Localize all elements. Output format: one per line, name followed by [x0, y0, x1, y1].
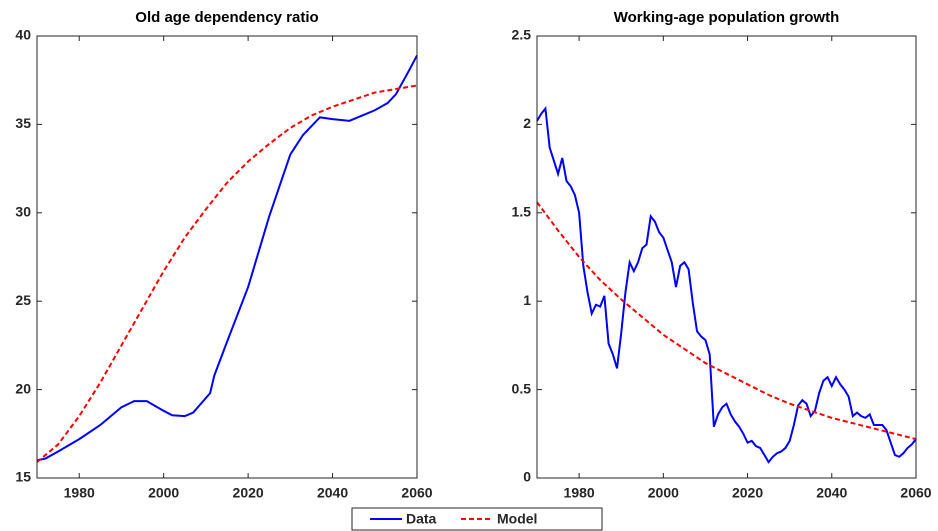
chart-title: Old age dependency ratio: [135, 9, 318, 26]
x-tick-label: 2040: [816, 485, 847, 501]
y-tick-label: 2.5: [512, 27, 532, 43]
x-tick-label: 2060: [401, 485, 432, 501]
y-tick-label: 30: [15, 204, 31, 220]
x-tick-label: 2000: [648, 485, 679, 501]
series-line: [536, 201, 917, 441]
y-tick-label: 0.5: [512, 380, 532, 396]
series-line: [536, 105, 917, 464]
x-tick-label: 2060: [900, 485, 931, 501]
x-tick-label: 1980: [564, 485, 595, 501]
chart-title: Working-age population growth: [614, 9, 840, 26]
x-tick-label: 1980: [64, 485, 95, 501]
legend-label: Model: [497, 511, 537, 527]
y-tick-label: 15: [15, 469, 31, 485]
x-tick-label: 2040: [317, 485, 348, 501]
x-tick-label: 2020: [732, 485, 763, 501]
y-tick-label: 35: [15, 115, 31, 131]
series-line: [36, 84, 418, 463]
y-tick-label: 25: [15, 292, 31, 308]
legend-label: Data: [406, 511, 437, 527]
x-tick-label: 2020: [233, 485, 264, 501]
x-tick-label: 2000: [148, 485, 179, 501]
series-line: [36, 54, 418, 462]
y-tick-label: 2: [523, 115, 531, 131]
y-tick-label: 20: [15, 380, 31, 396]
axes-box: [536, 35, 917, 479]
axes-box: [36, 35, 418, 479]
y-tick-label: 40: [15, 27, 31, 43]
y-tick-label: 1.5: [512, 204, 532, 220]
legend: Data Model: [351, 507, 603, 531]
y-tick-label: 0: [523, 469, 531, 485]
y-tick-label: 1: [523, 292, 531, 308]
